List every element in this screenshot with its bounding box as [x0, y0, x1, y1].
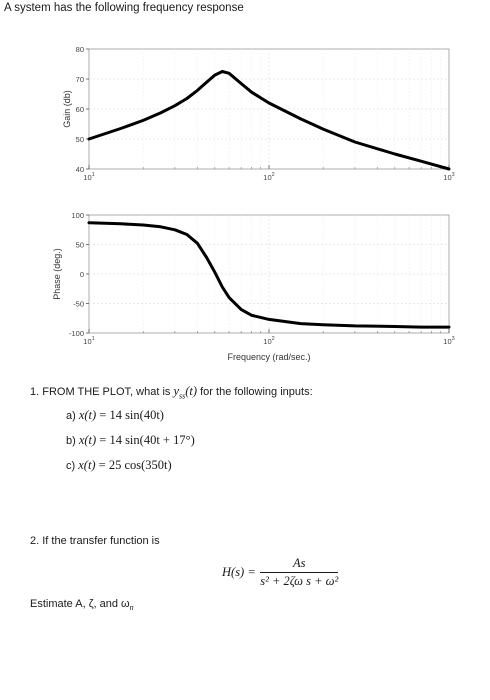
input-item-c: c) x(t) = 25 cos(350t)	[66, 458, 172, 473]
item-label: a)	[66, 410, 76, 422]
item-equation: = 14 sin(40t)	[99, 408, 164, 422]
question-2: 2. If the transfer function is	[30, 535, 160, 547]
yss-symbol: yss(t)	[173, 384, 198, 401]
x-tick-label: 102	[263, 172, 274, 182]
transfer-function-numerator: As	[260, 556, 339, 573]
item-equation: = 14 sin(40t + 17°)	[99, 433, 195, 447]
y-tick-label: 100	[71, 211, 84, 220]
y-tick-label: 80	[76, 45, 84, 54]
question-1-prefix: 1. FROM THE PLOT, what is	[30, 386, 171, 398]
phase-chart: -100 -50 0 50 100 101 102 103 Phase (deg.) Freque…	[52, 211, 455, 362]
series-line	[87, 70, 451, 171]
item-equation: = 25 cos(350t)	[98, 458, 172, 472]
y-axis-label: Phase (deg.)	[52, 248, 62, 300]
item-lhs: x(t)	[78, 458, 96, 472]
x-tick-label: 103	[443, 336, 454, 346]
estimate-prompt: Estimate A, ζ, and ωn	[30, 598, 134, 612]
estimate-prefix: Estimate A, ζ, and ω	[30, 598, 130, 610]
input-item-b: b) x(t) = 14 sin(40t + 17°)	[66, 433, 195, 448]
series-line	[87, 221, 451, 329]
y-tick-label: 40	[76, 165, 84, 174]
input-item-a: a) x(t) = 14 sin(40t)	[66, 408, 164, 423]
y-tick-label: 50	[76, 135, 84, 144]
transfer-function-lhs: H(s) =	[222, 565, 256, 579]
bode-plots: 40 50 60 70 80 101 102 103 Gain (db) -100 -50 0 50 1…	[52, 45, 455, 362]
y-tick-label: -50	[73, 300, 84, 309]
estimate-subscript: n	[129, 603, 134, 613]
y-tick-label: 50	[76, 241, 84, 250]
y-tick-label: 60	[76, 105, 84, 114]
y-tick-label: 70	[76, 75, 84, 84]
item-lhs: x(t)	[78, 433, 97, 447]
x-tick-label: 103	[443, 172, 454, 182]
y-tick-label: -100	[69, 329, 84, 338]
gain-chart: 40 50 60 70 80 101 102 103 Gain (db)	[62, 45, 455, 182]
x-tick-label: 102	[263, 336, 274, 346]
transfer-function-denominator: s² + 2ζω s + ω²	[260, 574, 339, 588]
question-1: 1. FROM THE PLOT, what is yss(t) for the…	[30, 384, 313, 401]
question-1-suffix: for the following inputs:	[200, 386, 313, 398]
x-axis-label: Frequency (rad/sec.)	[227, 352, 310, 362]
item-lhs: x(t)	[78, 408, 97, 422]
y-tick-label: 0	[80, 270, 84, 279]
x-tick-label: 101	[83, 336, 94, 346]
item-label: b)	[66, 435, 76, 447]
y-axis-label: Gain (db)	[62, 90, 72, 128]
transfer-function: H(s) = As s² + 2ζω s + ω²	[222, 556, 339, 589]
item-label: c)	[66, 460, 76, 472]
x-tick-label: 101	[83, 172, 94, 182]
intro-text: A system has the following frequency res…	[4, 2, 244, 14]
transfer-function-fraction: As s² + 2ζω s + ω²	[260, 556, 339, 589]
